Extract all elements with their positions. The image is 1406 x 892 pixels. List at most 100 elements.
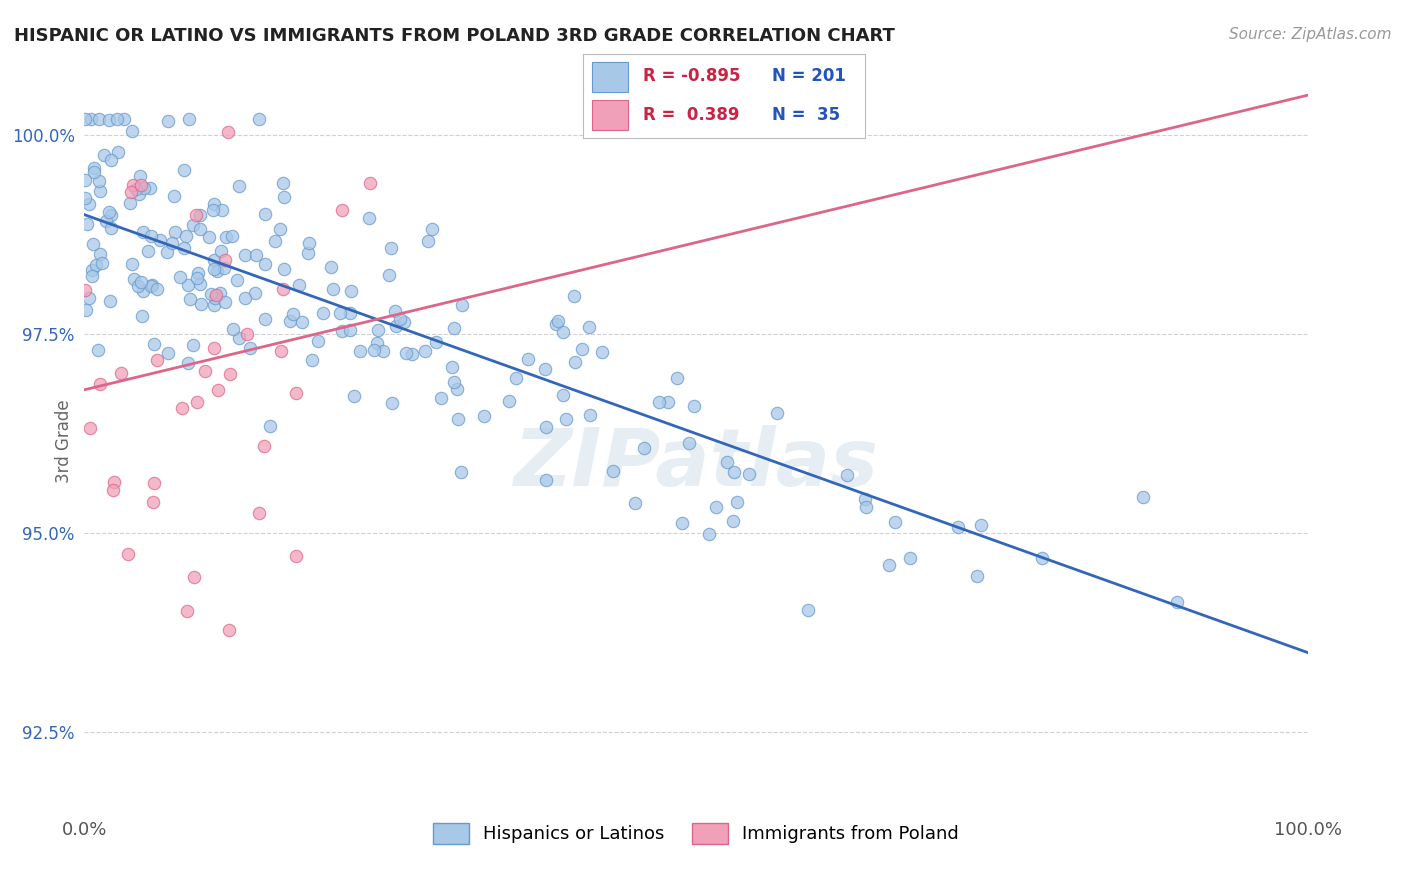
- Point: [498, 394, 520, 409]
- Point: [330, 203, 353, 218]
- Point: [796, 602, 818, 616]
- Point: [132, 285, 155, 299]
- Point: [946, 520, 969, 534]
- Point: [683, 399, 706, 413]
- Point: [202, 253, 225, 268]
- Point: [298, 236, 321, 251]
- Point: [837, 467, 859, 482]
- Point: [222, 322, 245, 336]
- Point: [173, 241, 195, 255]
- Point: [441, 359, 464, 374]
- Point: [80, 112, 103, 127]
- Point: [82, 236, 104, 251]
- Point: [186, 271, 208, 285]
- Point: [76, 217, 98, 231]
- Point: [173, 163, 195, 178]
- Point: [273, 262, 295, 277]
- Point: [202, 297, 225, 311]
- Point: [131, 309, 153, 323]
- Point: [188, 277, 211, 291]
- Point: [349, 343, 371, 358]
- Point: [89, 376, 111, 391]
- Point: [217, 125, 239, 139]
- Point: [322, 282, 344, 296]
- Point: [186, 394, 208, 409]
- Point: [122, 271, 145, 285]
- Point: [214, 252, 236, 267]
- Point: [738, 467, 761, 481]
- Point: [83, 165, 105, 179]
- Point: [633, 441, 655, 455]
- Point: [555, 411, 578, 425]
- Point: [228, 331, 250, 345]
- Point: [307, 334, 329, 348]
- Point: [208, 286, 231, 301]
- Point: [553, 388, 575, 402]
- Point: [578, 320, 600, 334]
- Point: [450, 298, 472, 312]
- Point: [202, 341, 225, 355]
- Point: [855, 500, 877, 514]
- Point: [273, 190, 295, 204]
- Point: [623, 496, 645, 510]
- Text: R = -0.895: R = -0.895: [643, 68, 740, 86]
- Point: [89, 174, 111, 188]
- Point: [665, 370, 688, 384]
- Point: [89, 112, 111, 127]
- Point: [395, 346, 418, 360]
- Point: [90, 255, 112, 269]
- Point: [253, 207, 276, 221]
- Point: [970, 518, 993, 533]
- Point: [1166, 595, 1188, 609]
- Text: ZIPatlas: ZIPatlas: [513, 425, 879, 503]
- Point: [103, 483, 125, 497]
- Point: [142, 495, 165, 509]
- Point: [141, 278, 163, 293]
- Point: [179, 292, 201, 306]
- Point: [105, 112, 128, 127]
- Point: [343, 389, 366, 403]
- Point: [190, 297, 212, 311]
- Point: [571, 343, 593, 357]
- Point: [420, 222, 443, 236]
- Point: [339, 323, 361, 337]
- Point: [547, 314, 569, 328]
- Point: [247, 112, 270, 127]
- Point: [103, 475, 125, 490]
- Point: [564, 354, 586, 368]
- Point: [245, 248, 267, 262]
- Text: N = 201: N = 201: [772, 68, 846, 86]
- Point: [73, 284, 96, 298]
- Point: [79, 197, 101, 211]
- Point: [392, 315, 415, 329]
- Point: [966, 569, 988, 583]
- Point: [425, 334, 447, 349]
- Point: [1031, 550, 1053, 565]
- Point: [259, 418, 281, 433]
- Point: [371, 344, 394, 359]
- Point: [235, 326, 257, 341]
- Point: [200, 286, 222, 301]
- Point: [671, 516, 693, 530]
- Point: [89, 185, 111, 199]
- Point: [160, 235, 183, 250]
- Point: [401, 347, 423, 361]
- Point: [285, 386, 308, 401]
- Point: [93, 148, 115, 162]
- Point: [187, 266, 209, 280]
- Point: [176, 229, 198, 244]
- Point: [202, 202, 225, 217]
- Point: [291, 315, 314, 329]
- Point: [415, 344, 437, 359]
- Point: [1132, 491, 1154, 505]
- Point: [211, 203, 233, 218]
- Point: [204, 291, 226, 305]
- Point: [245, 285, 267, 300]
- Point: [163, 225, 186, 239]
- Point: [209, 244, 232, 259]
- Point: [704, 500, 727, 515]
- Point: [233, 291, 256, 305]
- Point: [517, 351, 540, 366]
- Point: [129, 178, 152, 192]
- Point: [385, 318, 408, 333]
